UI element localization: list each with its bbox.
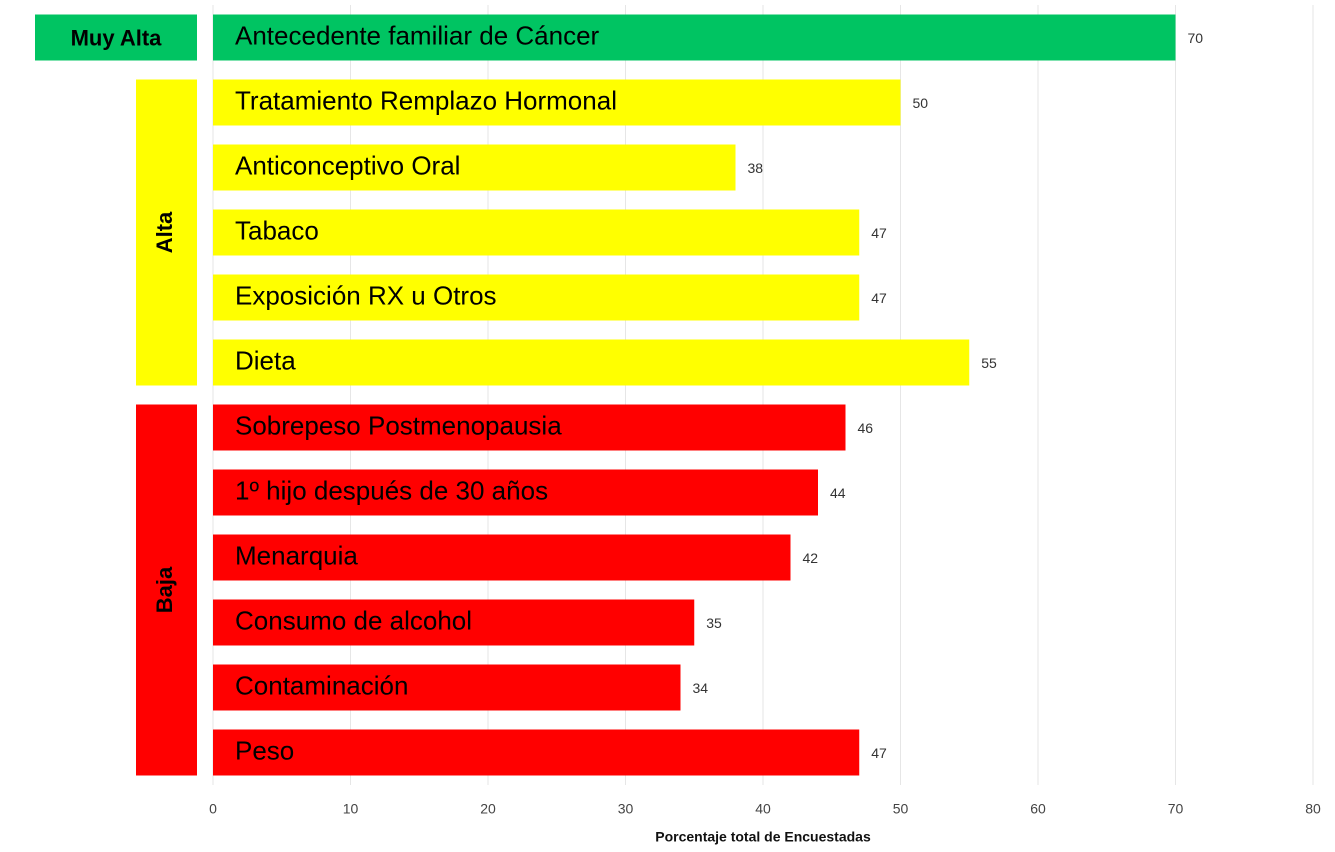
bar	[213, 534, 791, 581]
bar	[213, 274, 860, 321]
bar-category-label: Anticonceptivo Oral	[235, 150, 460, 180]
value-label: 42	[803, 550, 819, 566]
bar	[213, 664, 681, 711]
value-label: 38	[748, 160, 764, 176]
value-label: 47	[871, 290, 887, 306]
bar	[213, 339, 970, 386]
bar-category-label: Tratamiento Remplazo Hormonal	[235, 85, 617, 115]
value-label: 46	[858, 420, 874, 436]
value-label: 50	[913, 95, 929, 111]
bar-category-label: Dieta	[235, 345, 296, 375]
bar-category-label: Exposición RX u Otros	[235, 280, 497, 310]
value-label: 44	[830, 485, 846, 501]
bar-category-label: Tabaco	[235, 215, 319, 245]
x-tick-label: 40	[755, 801, 771, 817]
x-tick-label: 60	[1030, 801, 1046, 817]
bar-category-label: Consumo de alcohol	[235, 605, 472, 635]
x-tick-label: 50	[893, 801, 909, 817]
value-label: 35	[706, 615, 722, 631]
bar-category-label: 1º hijo después de 30 años	[235, 475, 548, 505]
bar	[213, 79, 901, 126]
x-axis-label: Porcentaje total de Encuestadas	[655, 829, 871, 845]
value-label: 70	[1188, 30, 1204, 46]
x-tick-label: 10	[343, 801, 359, 817]
bar	[213, 404, 846, 451]
bar	[213, 599, 695, 646]
value-label: 47	[871, 225, 887, 241]
bar	[213, 144, 736, 191]
group-label: Alta	[152, 211, 177, 253]
group-label: Muy Alta	[71, 25, 163, 50]
bar-category-label: Contaminación	[235, 670, 408, 700]
bar-category-label: Menarquia	[235, 540, 358, 570]
bar	[213, 729, 860, 776]
value-label: 55	[981, 355, 997, 371]
x-tick-label: 80	[1305, 801, 1321, 817]
bar	[213, 14, 1176, 61]
group-box	[136, 404, 197, 776]
value-label: 47	[871, 745, 887, 761]
bar-category-label: Sobrepeso Postmenopausia	[235, 410, 562, 440]
bar-category-label: Antecedente familiar de Cáncer	[235, 20, 600, 50]
group-box	[136, 79, 197, 386]
bar	[213, 209, 860, 256]
group-label: Baja	[152, 566, 177, 613]
x-tick-label: 30	[618, 801, 634, 817]
x-tick-label: 70	[1168, 801, 1184, 817]
value-label: 34	[693, 680, 709, 696]
x-tick-label: 20	[480, 801, 496, 817]
bar-category-label: Peso	[235, 735, 294, 765]
bar	[213, 469, 818, 516]
group-box	[35, 14, 197, 61]
x-tick-label: 0	[209, 801, 217, 817]
